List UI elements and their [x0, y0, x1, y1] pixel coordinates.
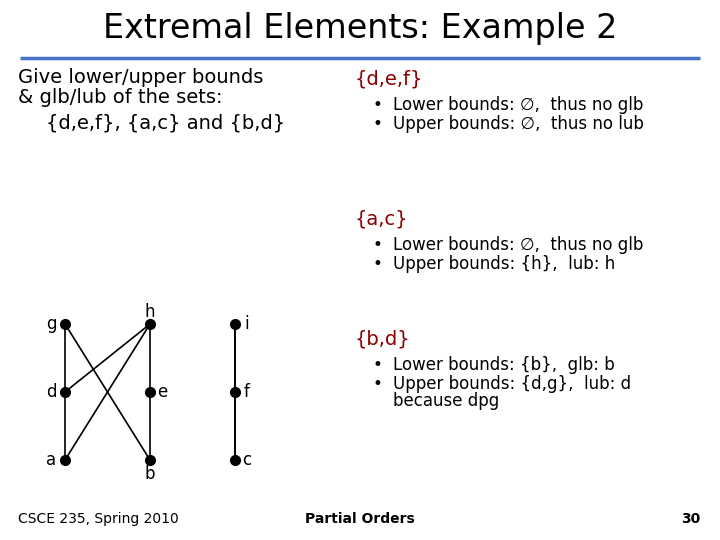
Text: •: •	[372, 255, 382, 273]
Text: Lower bounds: {b},  glb: b: Lower bounds: {b}, glb: b	[393, 356, 615, 374]
Text: {d,e,f}: {d,e,f}	[355, 70, 423, 89]
Text: h: h	[145, 303, 156, 321]
Text: because dpg: because dpg	[393, 392, 499, 410]
Text: Upper bounds: {d,g},  lub: d: Upper bounds: {d,g}, lub: d	[393, 375, 631, 393]
Text: a: a	[46, 451, 56, 469]
Text: & glb/lub of the sets:: & glb/lub of the sets:	[18, 88, 222, 107]
Text: e: e	[157, 383, 167, 401]
Text: 30: 30	[680, 512, 700, 526]
Text: i: i	[245, 315, 249, 333]
Text: Lower bounds: ∅,  thus no glb: Lower bounds: ∅, thus no glb	[393, 96, 644, 114]
Text: Partial Orders: Partial Orders	[305, 512, 415, 526]
Text: {b,d}: {b,d}	[355, 330, 410, 349]
Text: g: g	[46, 315, 56, 333]
Text: •: •	[372, 96, 382, 114]
Text: f: f	[244, 383, 250, 401]
Text: Upper bounds: ∅,  thus no lub: Upper bounds: ∅, thus no lub	[393, 115, 644, 133]
Text: Give lower/upper bounds: Give lower/upper bounds	[18, 68, 264, 87]
Text: Lower bounds: ∅,  thus no glb: Lower bounds: ∅, thus no glb	[393, 236, 644, 254]
Text: •: •	[372, 356, 382, 374]
Text: {d,e,f}, {a,c} and {b,d}: {d,e,f}, {a,c} and {b,d}	[46, 113, 285, 132]
Text: Extremal Elements: Example 2: Extremal Elements: Example 2	[103, 12, 617, 45]
Text: Upper bounds: {h},  lub: h: Upper bounds: {h}, lub: h	[393, 255, 616, 273]
Text: CSCE 235, Spring 2010: CSCE 235, Spring 2010	[18, 512, 179, 526]
Text: •: •	[372, 115, 382, 133]
Text: •: •	[372, 236, 382, 254]
Text: c: c	[243, 451, 251, 469]
Text: d: d	[46, 383, 56, 401]
Text: b: b	[145, 465, 156, 483]
Text: •: •	[372, 375, 382, 393]
Text: {a,c}: {a,c}	[355, 210, 409, 229]
